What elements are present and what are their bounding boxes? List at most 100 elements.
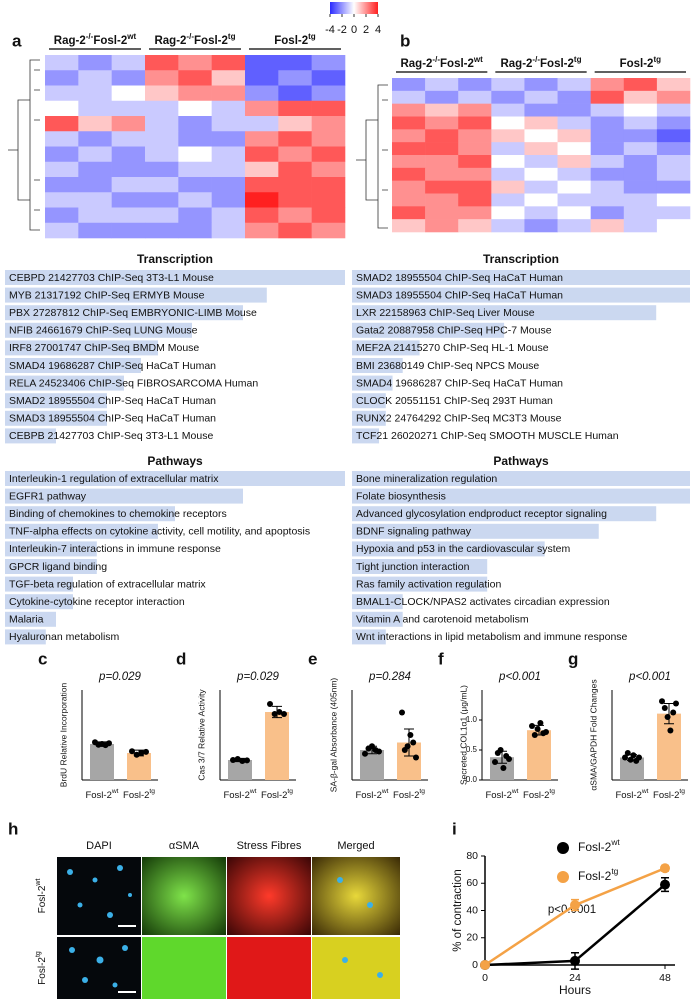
data-point (570, 955, 580, 966)
heatmap-cell (392, 103, 426, 117)
heatmap-cell (211, 161, 246, 178)
y-axis-label: BrdU Relative Incorporation (58, 683, 68, 788)
data-point (230, 757, 236, 763)
heatmap-cell (557, 142, 591, 156)
x-tick-label: Fosl-2wt (223, 788, 256, 800)
enrichment-bar (5, 322, 192, 338)
enrichment-term: BDNF signaling pathway (356, 526, 472, 538)
x-tick-label-part: Fosl-2 (223, 790, 249, 801)
data-point (500, 765, 507, 771)
x-tick-label: Fosl-2tg (523, 788, 555, 800)
data-point (281, 711, 287, 717)
enrichment-bar (352, 393, 386, 409)
heatmap-cell (111, 55, 146, 71)
heatmap-cell (178, 55, 212, 71)
heatmap-cell (145, 70, 179, 86)
colorbar (330, 2, 378, 14)
heatmap-cell (278, 207, 312, 224)
heatmap-cell (425, 180, 459, 194)
legend-label-part: wt (610, 837, 620, 847)
y-tick-label: 40 (466, 904, 478, 916)
enrichment-bar (352, 506, 657, 522)
heatmap-cell (45, 116, 79, 132)
enrichment-bar (352, 541, 545, 557)
data-point (480, 960, 490, 970)
heatmap-cell (111, 207, 146, 224)
heatmap-cell (458, 103, 492, 117)
enrichment-term: Tight junction interaction (356, 561, 470, 573)
heatmap-cell (557, 167, 591, 181)
heatmap-cell (458, 116, 492, 130)
bar (527, 730, 551, 780)
heatmap-cell (111, 192, 146, 208)
heatmap-cell (311, 100, 346, 117)
x-tick-label-part: tg (149, 788, 155, 795)
data-point (376, 748, 382, 755)
enrichment-bar (5, 287, 267, 303)
panel-label: i (452, 819, 457, 838)
group-header: Rag-2-/-Fosl-2wt (400, 55, 483, 70)
heatmap-cell (111, 131, 146, 147)
group-header-part: Rag-2 (500, 58, 532, 70)
group-header-part: tg (574, 55, 582, 64)
heatmap-cell (111, 100, 146, 117)
data-point (627, 756, 634, 763)
heatmap-cell (623, 219, 658, 233)
enrichment-term: Advanced glycosylation endproduct recept… (356, 508, 607, 520)
x-tick-label: Fosl-2tg (123, 788, 155, 800)
enrichment-bar (5, 471, 345, 486)
heatmap-cell (178, 70, 212, 86)
enrichment-term: BMI 23680149 ChIP-Seq NPCS Mouse (356, 360, 539, 372)
heatmap-cell (178, 100, 212, 117)
series-line (484, 867, 666, 967)
enrichment-term: SMAD4 19686287 ChIP-Seq HaCaT Human (356, 377, 563, 389)
heatmap-cell (311, 70, 346, 86)
heatmap-cell (211, 55, 246, 71)
group-header-part: Rag-2 (154, 35, 186, 47)
heatmap-cell (178, 161, 212, 178)
heatmap-cell (211, 85, 246, 102)
heatmap-cell (178, 146, 212, 163)
enrichment-term: SMAD2 18955504 ChIP-Seq HaCaT Human (356, 272, 563, 284)
y-axis-label: Cas 3/7 Relative Activity (196, 689, 206, 781)
y-tick-label: 20 (466, 932, 478, 944)
heatmap-cell (78, 55, 112, 71)
colorbar-tick-label: 2 (363, 24, 369, 36)
legend-label-part: Fosl-2 (578, 840, 612, 854)
enrichment-term: RELA 24523406 ChIP-Seq FIBROSARCOMA Huma… (9, 377, 258, 389)
group-header-part: wt (126, 32, 136, 41)
data-point (660, 863, 670, 874)
heatmap-cell (245, 100, 279, 117)
heatmap-cell (590, 103, 625, 117)
heatmap-cell (458, 129, 492, 143)
heatmap-cell (491, 167, 525, 181)
heatmap-cell (491, 78, 525, 92)
panel-label: e (308, 649, 317, 668)
heatmap-cell (45, 177, 79, 193)
heatmap-cell (656, 78, 691, 92)
heatmap-cell (111, 146, 146, 163)
heatmap-cell (656, 193, 691, 207)
enrichment-bar (5, 506, 175, 522)
group-header-part: -/- (532, 55, 540, 64)
heatmap-cell (623, 155, 658, 169)
x-tick-label: 0 (482, 972, 488, 984)
heatmap-cell (590, 167, 625, 181)
heatmap-cell (524, 116, 558, 130)
enrichment-bar (352, 576, 488, 592)
heatmap-cell (211, 100, 246, 117)
heatmap-cell (458, 155, 492, 169)
x-tick-label: 24 (569, 972, 581, 984)
enrichment-term: Folate biosynthesis (356, 490, 446, 502)
enrichment-term: EGFR1 pathway (9, 490, 87, 502)
heatmap-cell (311, 55, 346, 71)
p-value: p<0.001 (498, 671, 541, 683)
heatmap-cell (557, 116, 591, 130)
y-tick-label: 60 (466, 877, 478, 889)
heatmap-cell (392, 167, 426, 181)
group-header-part: tg (653, 55, 661, 64)
heatmap-cell (45, 192, 79, 208)
data-point (664, 714, 671, 720)
heatmap-cell (45, 100, 79, 117)
heatmap-cell (311, 146, 346, 163)
